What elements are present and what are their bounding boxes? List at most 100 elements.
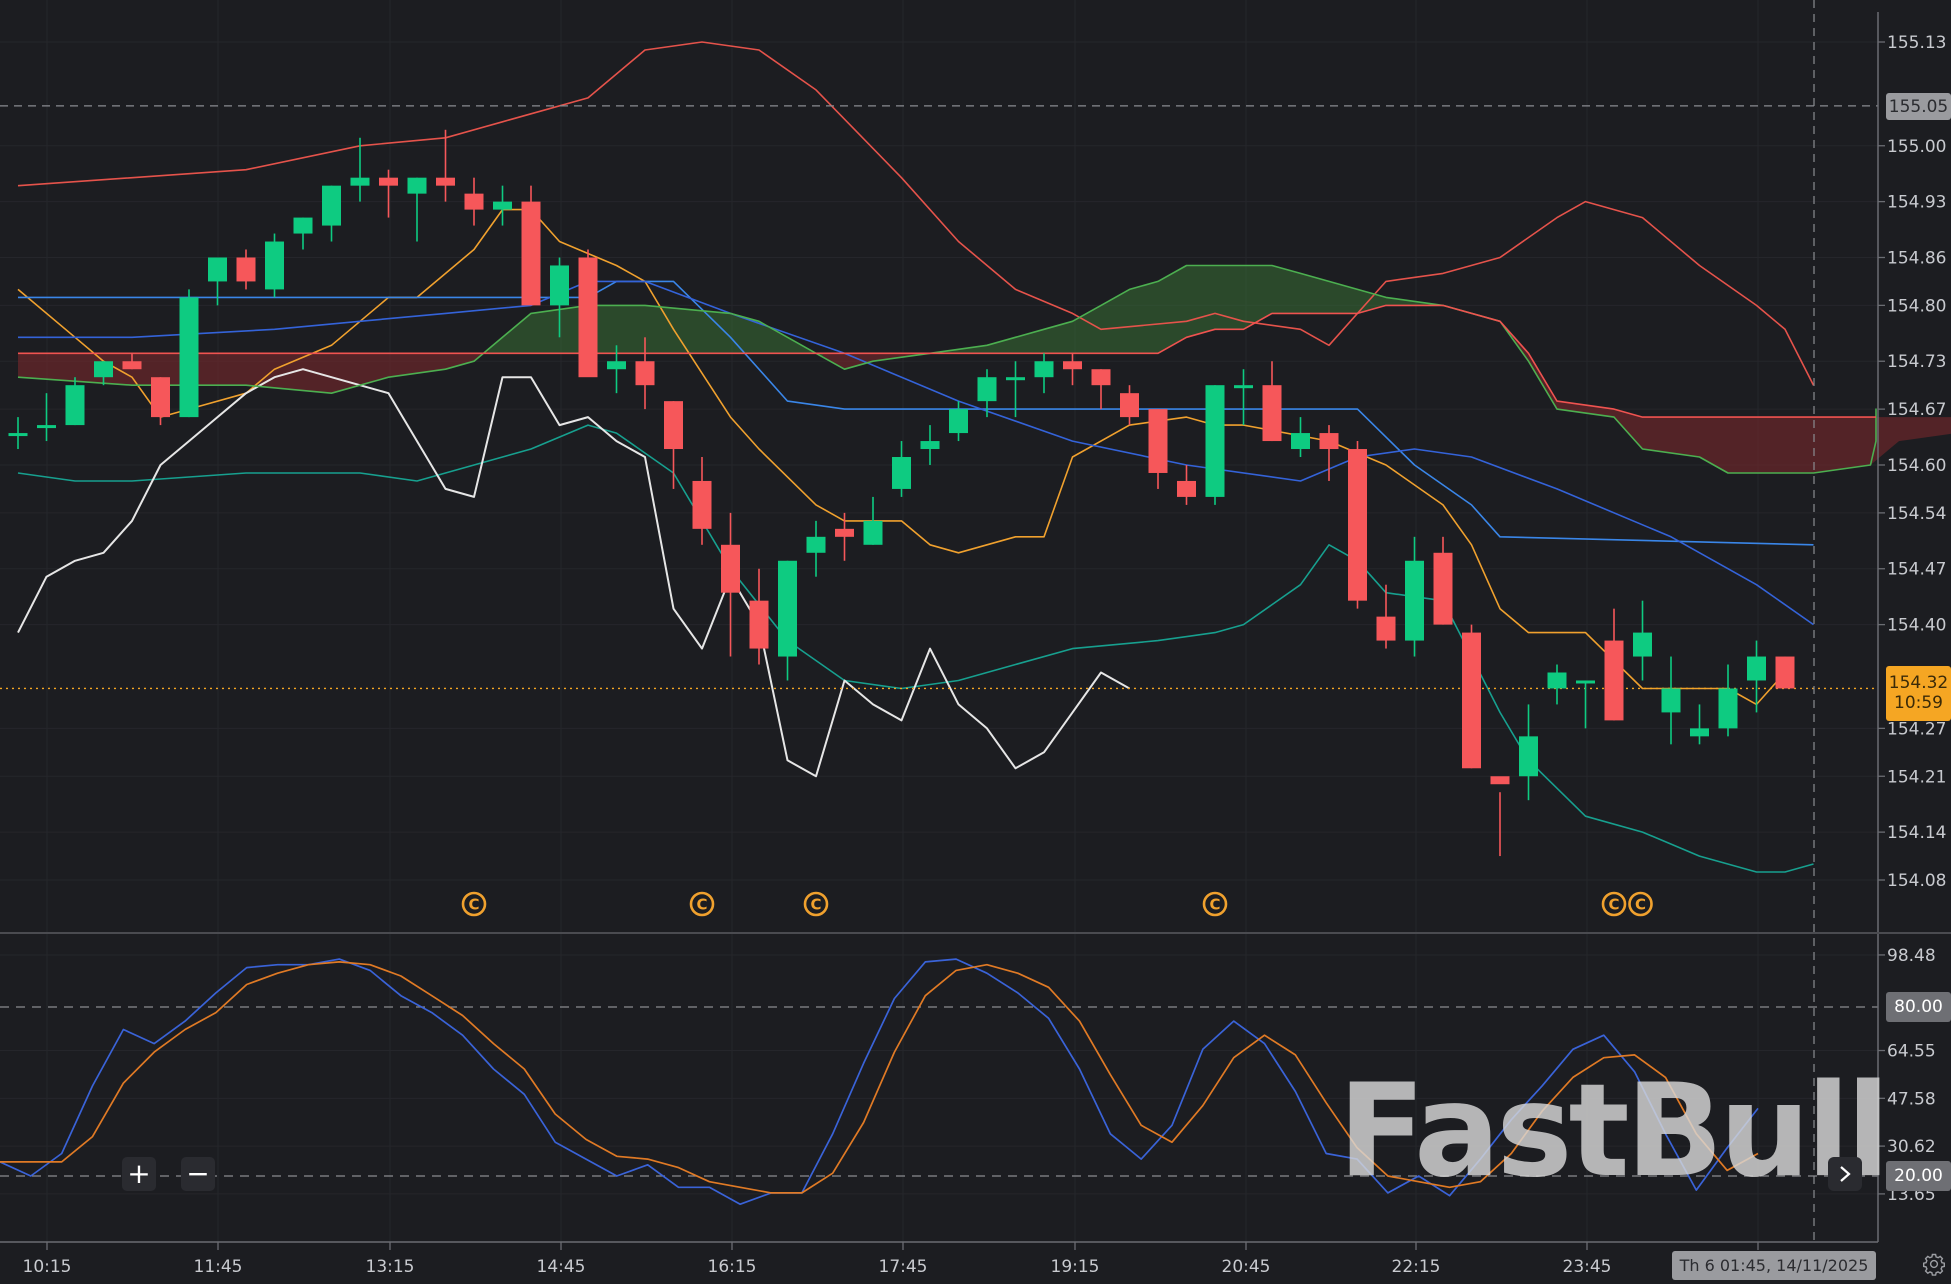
bullish-candle [1690, 704, 1709, 745]
bearish-candle [749, 568, 769, 665]
candle-body [749, 600, 769, 649]
candle-body [1604, 640, 1624, 721]
event-ring [1628, 891, 1653, 917]
bearish-candle [1177, 464, 1196, 505]
candle-body [1519, 736, 1538, 777]
bullish-candle [550, 257, 569, 338]
bullish-candle [1205, 385, 1225, 505]
bollinger-lower-line [17, 424, 1814, 873]
time-tick-label: 14:45 [537, 1257, 586, 1277]
current-price-label: 154.32 [1888, 672, 1949, 693]
bollinger-upper-line [17, 41, 1815, 386]
candle-body [265, 241, 284, 290]
zoom-in-button[interactable]: + [122, 1157, 156, 1191]
candle-body [721, 544, 740, 593]
candle-body [1234, 385, 1253, 389]
cloud-bearish [1507, 329, 1951, 473]
bearish-candle [436, 129, 455, 202]
price-tick-label: 155.00 [1887, 137, 1946, 157]
bearish-candle [1775, 656, 1795, 689]
candle-body [1006, 377, 1025, 381]
axes-frame [0, 0, 1951, 1243]
candle-body [1034, 361, 1054, 378]
kijun-sen-line [18, 280, 1814, 546]
event-marker-c-icon[interactable]: C [1601, 891, 1627, 917]
candle-body [293, 217, 313, 234]
candle-body [65, 385, 85, 426]
candle-body [806, 536, 826, 553]
overbought-badge: 80.00 [1886, 992, 1951, 1022]
bullish-candle [493, 185, 512, 226]
candle-body [778, 560, 797, 657]
bearish-candle [1063, 353, 1082, 386]
candle-body [122, 361, 142, 370]
time-tick-label: 11:45 [194, 1257, 243, 1277]
bullish-candle [1519, 704, 1538, 801]
bullish-candle [350, 137, 370, 202]
event-marker-c-icon[interactable]: C [1202, 891, 1228, 917]
event-marker-c-icon[interactable]: C [803, 891, 829, 917]
osc-tick-label: 47.58 [1887, 1089, 1936, 1109]
bullish-candle [1034, 353, 1054, 394]
event-letter: C [1635, 896, 1646, 914]
scroll-to-latest-button[interactable] [1828, 1157, 1862, 1191]
bullish-candle [179, 289, 199, 418]
moving-average-line [18, 280, 1814, 626]
osc-tick-label: 64.55 [1887, 1042, 1936, 1062]
stoch--k-line [0, 958, 1759, 1206]
candle-body [1718, 688, 1738, 729]
time-tick-label: 17:45 [879, 1257, 928, 1277]
candle-body [8, 433, 28, 437]
candle-body [1177, 480, 1196, 497]
bullish-candle [1576, 680, 1595, 729]
candle-body [37, 425, 56, 429]
bullish-candle [1633, 600, 1652, 681]
candle-body [1063, 361, 1082, 370]
gear-icon [1923, 1253, 1945, 1276]
bullish-candle [1718, 664, 1738, 737]
candle-body [635, 361, 655, 386]
price-tick-label: 154.86 [1887, 248, 1946, 268]
price-tick-label: 155.13 [1887, 33, 1946, 53]
time-tick-label: 22:15 [1392, 1257, 1441, 1277]
bullish-candle [37, 393, 56, 442]
osc-tick-label: 30.62 [1887, 1137, 1936, 1157]
zoom-out-button[interactable]: − [181, 1157, 215, 1191]
event-marker-c-icon[interactable]: C [461, 891, 487, 917]
candle-body [208, 257, 227, 282]
bullish-candle [1405, 536, 1424, 657]
event-marker-c-icon[interactable]: C [1628, 891, 1653, 917]
bearish-candle [1376, 584, 1396, 649]
candle-body [835, 528, 854, 537]
bearish-candle [1490, 776, 1510, 857]
candle-body [578, 257, 598, 378]
bearish-candle [1348, 441, 1367, 609]
price-tick-label: 154.73 [1887, 352, 1946, 372]
bullish-candle [8, 417, 28, 450]
bearish-candle [692, 457, 712, 545]
event-marker-c-icon[interactable]: C [689, 891, 715, 917]
candle-body [1490, 776, 1510, 785]
crosshair-time-badge: Th 6 01:45, 14/11/2025 [1672, 1251, 1876, 1280]
candle-body [322, 185, 341, 226]
stoch--d-line [0, 961, 1759, 1194]
time-tick-label: 19:15 [1051, 1257, 1100, 1277]
cloud-bullish [930, 265, 1508, 354]
bearish-candle [1148, 409, 1168, 489]
candle-countdown: 10:59 [1894, 692, 1943, 713]
event-letter: C [810, 896, 821, 914]
bearish-candle [122, 353, 142, 370]
indicator-lines [0, 41, 1878, 873]
candle-body [1633, 632, 1652, 657]
bullish-candle [94, 361, 113, 386]
bearish-candle [151, 377, 170, 426]
bullish-candle [863, 496, 883, 545]
candle-body [1348, 449, 1367, 601]
bullish-candle [920, 425, 940, 465]
candle-body [1205, 385, 1225, 497]
chart-settings-button[interactable] [1922, 1252, 1948, 1278]
